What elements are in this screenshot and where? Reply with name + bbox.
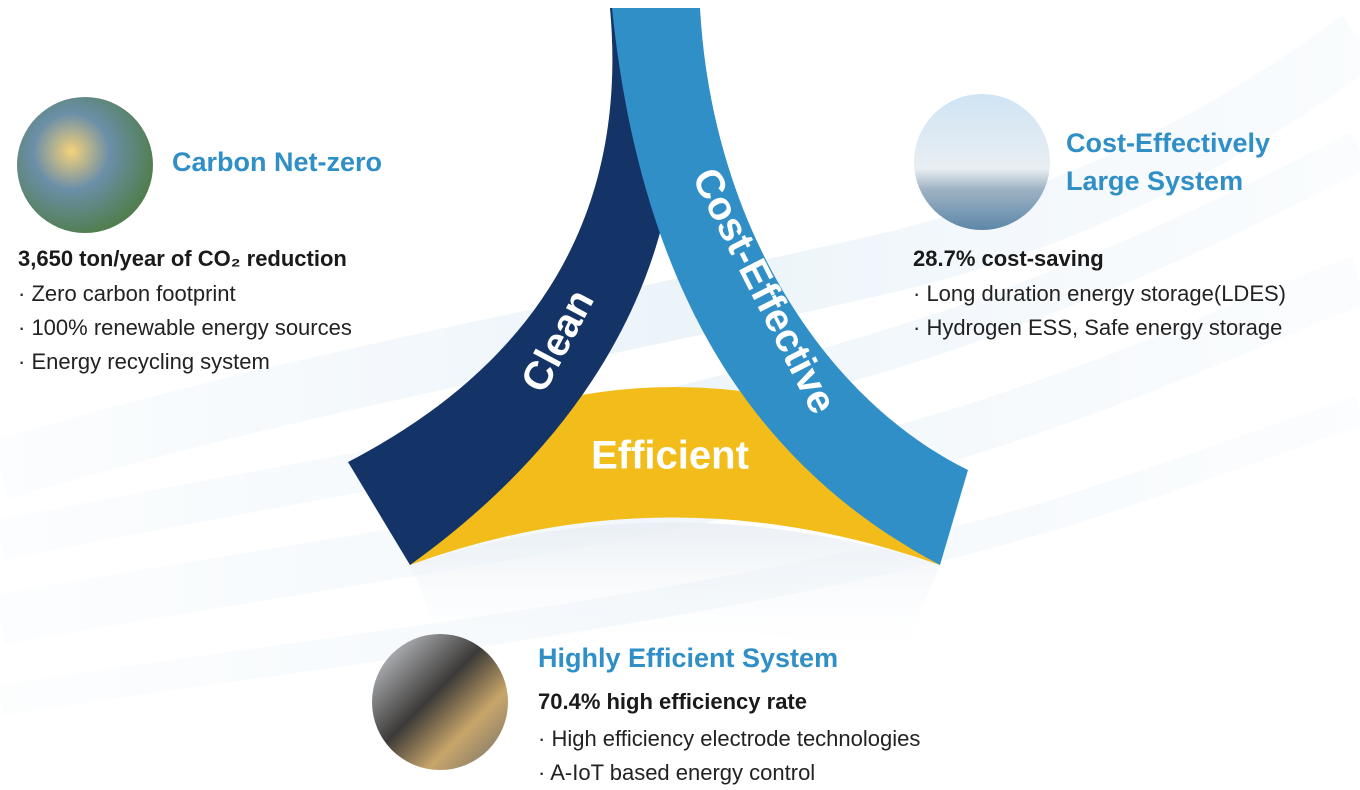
feature-bullet: · Energy recycling system <box>18 349 270 374</box>
segment-label: Efficient <box>591 434 749 478</box>
feature-title: Large System <box>1066 166 1243 196</box>
feature-bullet: · High efficiency electrode technologies <box>538 726 920 751</box>
feature-image <box>372 634 508 770</box>
feature-bullet: · Long duration energy storage(LDES) <box>913 281 1286 306</box>
feature-title: Cost-Effectively <box>1066 128 1270 158</box>
feature-bullet: · A-IoT based energy control <box>538 760 815 785</box>
diagram: Clean Cost-Effective Efficient Carbon Ne… <box>0 0 1360 790</box>
feature-highlight: 70.4% high efficiency rate <box>538 689 807 714</box>
feature-bullet: · 100% renewable energy sources <box>18 315 352 340</box>
feature-title: Highly Efficient System <box>538 643 838 673</box>
feature-bullet: · Hydrogen ESS, Safe energy storage <box>913 315 1282 340</box>
reflection <box>410 523 940 661</box>
feature-image <box>914 94 1050 230</box>
page: Clean Cost-Effective Efficient Carbon Ne… <box>0 0 1360 790</box>
feature-image <box>17 97 153 233</box>
feature-highlight: 3,650 ton/year of CO₂ reduction <box>18 246 347 271</box>
feature-highlight: 28.7% cost-saving <box>913 246 1104 271</box>
feature-bullet: · Zero carbon footprint <box>18 281 236 306</box>
feature-title: Carbon Net-zero <box>172 147 382 177</box>
